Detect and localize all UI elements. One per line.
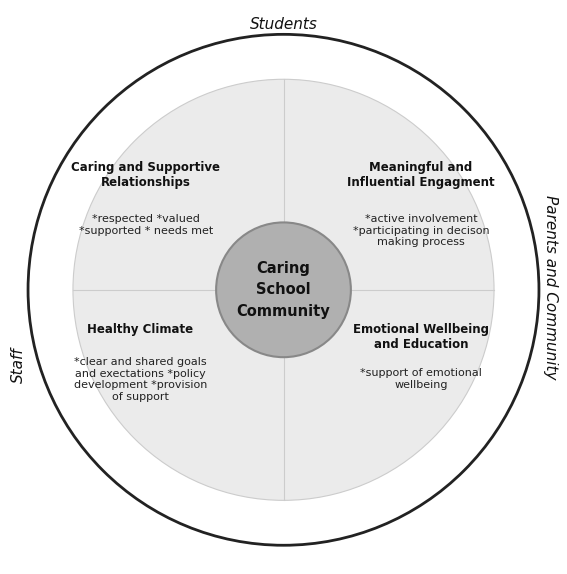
Text: School: School	[256, 282, 311, 297]
Text: *active involvement
*participating in decison
making process: *active involvement *participating in de…	[353, 214, 489, 247]
Text: Parents and Community: Parents and Community	[543, 195, 558, 379]
Text: Caring and Supportive
Relationships: Caring and Supportive Relationships	[71, 161, 221, 189]
Text: Healthy Climate: Healthy Climate	[87, 324, 193, 336]
Circle shape	[73, 79, 494, 501]
Text: Caring: Caring	[256, 261, 311, 276]
Text: Emotional Wellbeing
and Education: Emotional Wellbeing and Education	[353, 324, 489, 351]
Text: *respected *valued
*supported * needs met: *respected *valued *supported * needs me…	[79, 214, 213, 235]
Text: Community: Community	[236, 304, 331, 319]
Text: Meaningful and
Influential Engagment: Meaningful and Influential Engagment	[347, 161, 495, 189]
Text: *support of emotional
wellbeing: *support of emotional wellbeing	[360, 369, 482, 390]
Circle shape	[216, 223, 351, 357]
Text: *clear and shared goals
and exectations *policy
development *provision
of suppor: *clear and shared goals and exectations …	[74, 357, 207, 402]
Text: Students: Students	[249, 17, 318, 32]
Circle shape	[28, 34, 539, 545]
Text: Staff: Staff	[11, 348, 26, 383]
